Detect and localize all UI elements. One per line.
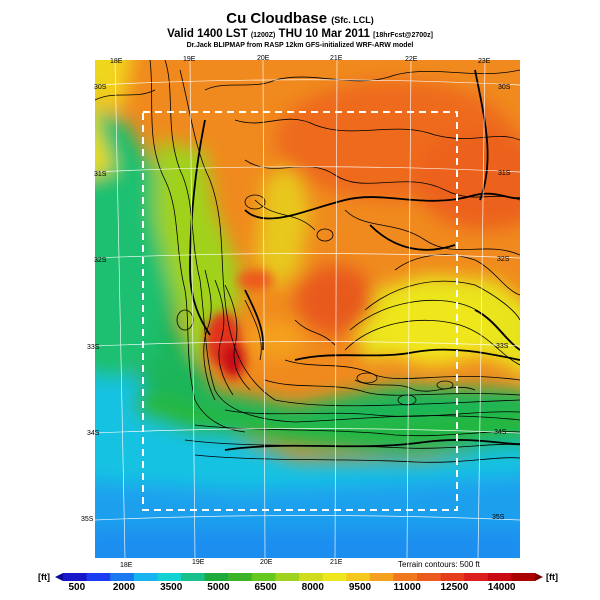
terrain-contour-note: Terrain contours: 500 ft: [398, 560, 480, 569]
legend-label: 500: [68, 582, 86, 593]
legend-label: 9500: [348, 582, 372, 593]
lat-label-left: 32S: [94, 257, 107, 264]
lat-lon-grid: [95, 60, 520, 558]
legend-label: 11000: [393, 582, 421, 593]
legend-color-cell: [511, 573, 536, 581]
lon-label-bottom: 21E: [330, 559, 343, 566]
legend-color-cell: [251, 573, 276, 581]
legend-color-cell: [369, 573, 394, 581]
legend-label: 14000: [487, 582, 516, 593]
legend-color-cell: [86, 573, 111, 581]
legend-label: 3500: [160, 582, 183, 593]
legend-color-cell: [346, 573, 371, 581]
legend-color-cell: [299, 573, 323, 581]
inner-domain-outline: [142, 111, 458, 511]
legend-color-cell: [63, 573, 87, 581]
lat-label-right: 33S: [496, 343, 509, 350]
lat-label-left: 33S: [87, 344, 100, 351]
legend-low-arrow: [55, 573, 63, 581]
legend-label: 5000: [207, 582, 230, 593]
legend-color-cell: [228, 573, 253, 581]
lat-label-right: 34S: [494, 429, 507, 436]
lat-label-right: 31S: [498, 170, 511, 177]
legend-label: 12500: [440, 582, 469, 593]
valid-time-line: Valid 1400 LST (1200Z) THU 10 Mar 2011 […: [167, 28, 433, 40]
legend-unit-left: [ft]: [38, 572, 50, 582]
legend-high-arrow: [535, 573, 543, 581]
legend-color-cell: [487, 573, 512, 581]
lat-label-left: 30S: [94, 84, 107, 91]
legend-color-cell: [133, 573, 158, 581]
lon-label-top: 19E: [183, 56, 196, 63]
lat-label-left: 34S: [87, 430, 100, 437]
lat-label-left: 35S: [81, 516, 94, 523]
legend-color-cell: [110, 573, 135, 581]
lat-label-right: 30S: [498, 84, 511, 91]
legend-color-cell: [417, 573, 441, 581]
legend-color-cell: [393, 573, 418, 581]
lon-label-top: 22E: [405, 56, 418, 63]
legend-label: 2000: [112, 582, 136, 593]
lon-label-bottom: 20E: [260, 559, 273, 566]
legend-unit-right: [ft]: [546, 572, 558, 582]
lon-label-top: 21E: [330, 55, 343, 62]
lon-label-top: 20E: [257, 55, 270, 62]
legend-color-cell: [157, 573, 182, 581]
model-credit: Dr.Jack BLIPMAP from RASP 12km GFS-initi…: [186, 42, 414, 49]
lat-label-right: 32S: [497, 256, 510, 263]
legend-label: 6500: [254, 582, 277, 593]
legend-color-cell: [204, 573, 229, 581]
legend-color-cell: [181, 573, 205, 581]
terrain-contours: [95, 60, 520, 463]
legend-color-cell: [275, 573, 300, 581]
legend-label: 8000: [301, 582, 324, 593]
color-scale-legend: [55, 573, 543, 581]
map-title: Cu Cloudbase (Sfc. LCL): [226, 10, 374, 27]
cloudbase-isopleths: [189, 69, 520, 451]
lon-label-top: 18E: [110, 58, 123, 65]
lon-label-bottom: 19E: [192, 559, 205, 566]
lat-label-right: 35S: [492, 514, 505, 521]
lon-label-top: 23E: [478, 58, 491, 65]
legend-color-cell: [464, 573, 489, 581]
lat-label-left: 31S: [94, 171, 107, 178]
legend-color-cell: [322, 573, 347, 581]
legend-color-cell: [440, 573, 465, 581]
lon-label-bottom: 18E: [120, 562, 133, 569]
cloudbase-map: [95, 60, 520, 558]
